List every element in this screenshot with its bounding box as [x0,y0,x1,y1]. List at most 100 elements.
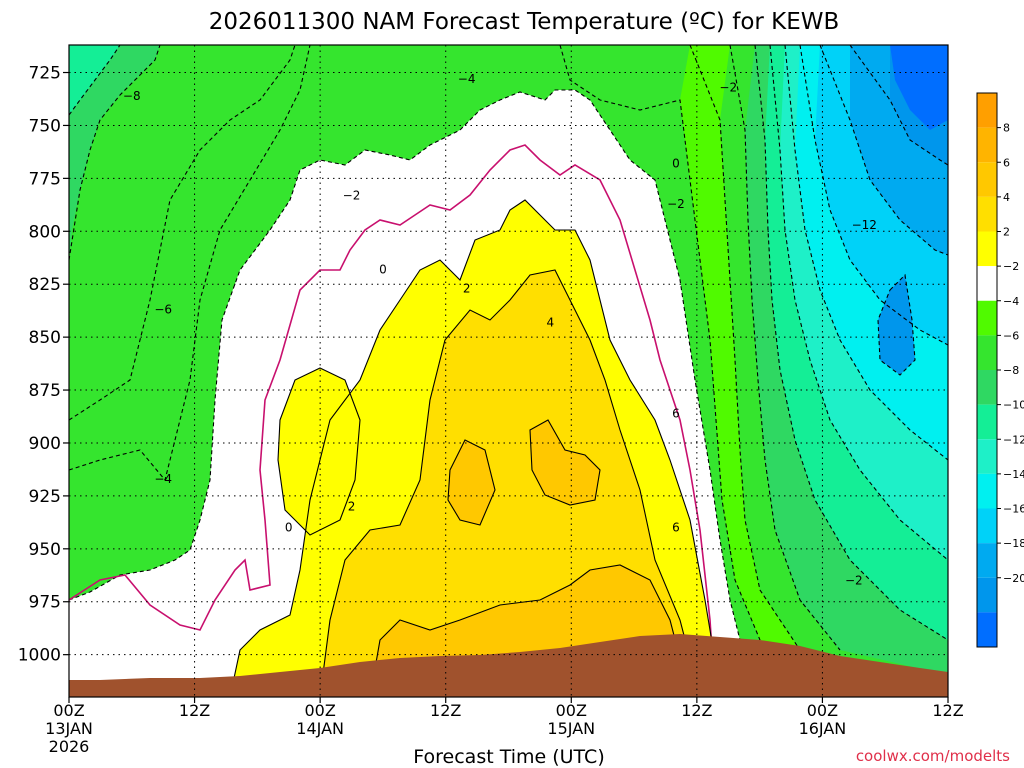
x-tick-label: 12Z [179,701,210,720]
y-tick-label: 800 [29,222,61,242]
contour-label: 4 [547,315,555,329]
terrain [69,634,948,697]
colorbar-swatch [977,370,997,405]
grid-lines [69,45,948,697]
colorbar-label: −6 [1003,329,1019,342]
contour-label: 0 [379,262,387,276]
colorbar-label: −20 [1003,572,1024,585]
y-tick-label: 875 [29,381,61,401]
contour-six-bottom [369,564,691,697]
contour-label: −4 [458,72,476,86]
colorbar-label: −12 [1003,433,1024,446]
colorbar-label: −14 [1003,468,1024,481]
contour-label: 0 [285,521,293,535]
contour-label: −2 [845,574,863,588]
contour-label: 6 [672,406,680,420]
y-tick-label: 925 [29,487,61,507]
y-tick-label: 775 [29,169,61,189]
contour-label: −2 [719,80,737,94]
contour-four [319,269,701,697]
contour-two [229,199,716,697]
contour-minus12 [769,45,948,561]
colorbar-label: −16 [1003,503,1024,516]
contour-six-2 [529,419,601,506]
colorbar-swatch [977,612,997,647]
contour-two-bulge [277,367,361,536]
x-tick-label: 00Z [556,701,587,720]
y-axis: 725 750 775 800 825 850 875 900 925 950 975 1000 [18,64,69,666]
colorbar-label: −2 [1003,260,1019,273]
contour-minus2 [69,89,741,641]
contour-zero [69,144,716,697]
colorbar-swatch [977,162,997,197]
contour-label: 2 [348,499,356,513]
colorbar-swatch [977,577,997,613]
x-tick-date: 13JAN [45,719,93,738]
colorbar-swatch [977,127,997,163]
field-minus8-band [69,45,160,260]
y-tick-label: 850 [29,328,61,348]
colorbar-swatch [977,231,997,267]
contour-minus10 [69,45,948,641]
field-orange-pocket-1 [448,440,495,525]
x-tick-year: 2026 [49,737,90,756]
y-tick-label: 975 [29,593,61,613]
x-axis-label: Forecast Time (UTC) [413,746,604,768]
x-tick-date: 14JAN [296,719,344,738]
contour-label: −12 [852,218,877,232]
x-tick-label: 00Z [304,701,335,720]
x-tick-label: 12Z [932,701,963,720]
contour-label: 6 [672,521,680,535]
y-tick-label: 900 [29,434,61,454]
colorbar-label: 4 [1003,191,1010,204]
x-tick-date: 15JAN [547,719,595,738]
colorbar: 8 6 4 2 −2 −4 −6 −8 −10 −12 −14 −16 −18 −20 [976,92,1024,648]
field-right-minus22 [890,45,948,130]
colorbar-swatch [977,196,997,232]
colorbar-frame [976,92,998,648]
chart-title: 2026011300 NAM Forecast Temperature (ºC)… [209,9,840,35]
colorbar-swatch [977,404,997,440]
colorbar-label: −10 [1003,399,1024,412]
contour-label: 2 [463,281,471,295]
colorbar-swatch [977,473,997,509]
colorbar-label: −4 [1003,295,1019,308]
y-tick-label: 825 [29,275,61,295]
contour-minus20 [849,45,948,166]
colorbar-label: −18 [1003,537,1024,550]
colorbar-swatch [977,266,997,301]
contour-label: −2 [667,197,685,211]
contour-label: −8 [123,89,141,103]
contour-label: −4 [154,472,172,486]
credit-text: coolwx.com/modelts [856,747,1010,765]
colorbar-label: −8 [1003,364,1019,377]
colorbar-swatch [977,93,997,128]
contour-six-1 [447,439,496,526]
contour-minus8 [69,45,841,651]
contour-minus6 [69,45,801,651]
x-tick-label: 12Z [681,701,712,720]
contour-label: −2 [343,188,361,202]
y-tick-label: 950 [29,540,61,560]
colorbar-swatch [977,335,997,370]
colorbar-label: 8 [1003,122,1010,135]
contour-minus14 [784,45,948,461]
colorbar-swatch [977,439,997,474]
colorbar-label: 2 [1003,226,1010,239]
colorbar-swatch [977,300,997,336]
contour-minus4 [69,45,761,641]
colorbar-swatch [977,508,997,544]
contour-label: −6 [154,303,172,317]
y-tick-label: 750 [29,116,61,136]
x-tick-label: 00Z [53,701,84,720]
colorbar-swatch [977,543,997,578]
field-yellow-bulge [278,368,360,535]
y-tick-label: 725 [29,64,61,84]
x-tick-date: 16JAN [799,719,847,738]
contour-minus18 [819,45,948,376]
colorbar-label: 6 [1003,156,1010,169]
